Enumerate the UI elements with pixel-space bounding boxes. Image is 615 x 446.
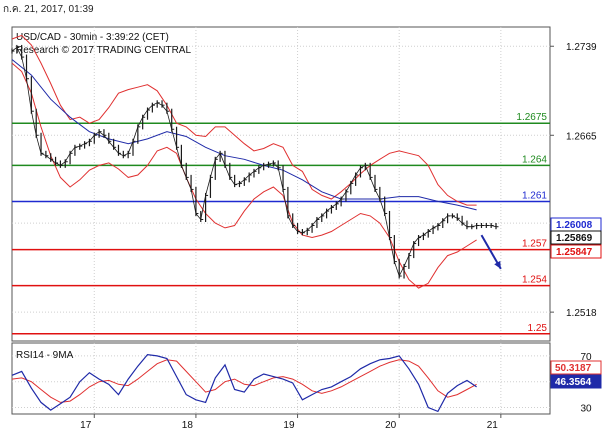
timestamp: ก.ค. 21, 2017, 01:39 [3,4,94,15]
price-tag-label: 1.25847 [556,247,593,258]
rsi-axis-label: 30 [580,404,592,415]
rsi-tag-label: 46.3564 [555,377,592,388]
rsi-tag-box [550,374,602,389]
key-level-label: 1.2675 [516,112,547,123]
rsi-line [11,353,477,413]
x-axis-label: 17 [80,420,92,431]
price-tag-box [550,244,602,259]
y-axis-label: 1.2518 [566,308,597,319]
x-axis-label: 18 [182,420,194,431]
rsi-tag-box [550,360,602,375]
key-level-label: 1.254 [522,275,547,286]
key-level-label: 1.257 [522,239,547,250]
price-tag-label: 1.26008 [556,220,593,231]
rsi-tag-label: 50.3187 [555,363,592,374]
price-panel-frame [11,26,551,342]
rsi-axis-label: 70 [580,352,592,363]
forecast-arrow-head [494,260,501,269]
price-tag-label: 1.25869 [556,233,593,244]
x-axis-label: 19 [283,420,295,431]
rsi-ma-line [11,359,477,403]
bollinger-upper-line [11,34,477,206]
x-axis-label: 20 [385,420,397,431]
rsi-title: RSI14 - 9MA [16,350,74,361]
chart-title-line-1: USD/CAD - 30min - 3:39:22 (CET) [16,32,169,43]
y-axis-label: 1.2665 [566,131,597,142]
price-tag-box [550,230,602,245]
moving-average-line [11,59,477,211]
key-level-label: 1.25 [528,323,548,334]
y-axis-label: 1.2739 [566,42,597,53]
key-level-label: 1.264 [522,154,547,165]
price-line [11,46,497,278]
chart-title-line-2: Research © 2017 TRADING CENTRAL [16,45,191,56]
key-level-label: 1.261 [522,190,547,201]
x-axis-label: 21 [487,420,499,431]
